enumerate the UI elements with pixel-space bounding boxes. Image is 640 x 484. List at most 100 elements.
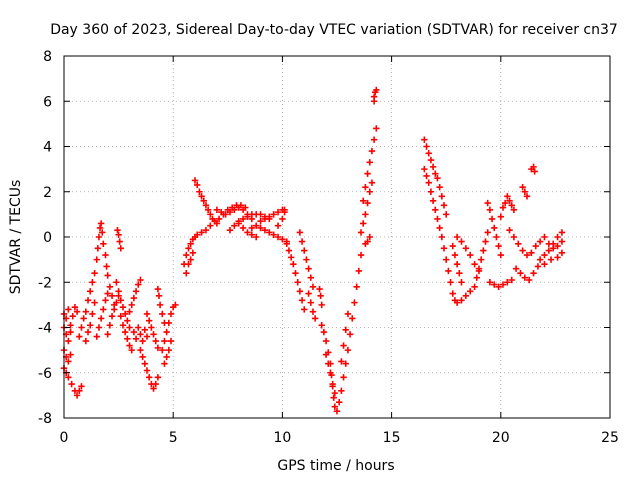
data-point bbox=[471, 283, 478, 290]
data-point bbox=[165, 319, 173, 327]
data-point bbox=[519, 184, 526, 191]
data-point bbox=[102, 251, 109, 259]
chart-title: Day 360 of 2023, Sidereal Day-to-day VTE… bbox=[50, 22, 618, 38]
data-point bbox=[65, 358, 72, 365]
data-point bbox=[340, 342, 347, 349]
data-point bbox=[73, 392, 81, 399]
data-point bbox=[257, 217, 264, 225]
data-point bbox=[531, 168, 538, 175]
data-point bbox=[235, 220, 242, 227]
data-point bbox=[248, 224, 256, 232]
data-point bbox=[194, 181, 201, 189]
data-point bbox=[362, 211, 369, 218]
data-point bbox=[87, 288, 94, 295]
data-point bbox=[215, 215, 223, 223]
x-tick-label: 15 bbox=[383, 430, 401, 446]
data-point bbox=[449, 242, 456, 250]
data-point bbox=[156, 301, 164, 309]
data-point bbox=[486, 279, 494, 286]
data-point bbox=[523, 251, 531, 259]
data-point bbox=[554, 242, 561, 250]
data-point bbox=[303, 256, 310, 263]
data-point bbox=[198, 229, 205, 236]
data-point bbox=[281, 206, 288, 214]
data-point bbox=[117, 312, 124, 320]
data-point bbox=[301, 306, 308, 313]
data-point bbox=[495, 283, 502, 290]
data-point bbox=[285, 247, 293, 254]
x-tick-label: 10 bbox=[273, 430, 291, 446]
data-point bbox=[471, 260, 478, 268]
y-tick-label: 4 bbox=[43, 140, 52, 156]
x-tick-label: 20 bbox=[492, 430, 510, 446]
data-point bbox=[104, 272, 111, 279]
data-point bbox=[270, 211, 277, 218]
data-point bbox=[504, 279, 511, 286]
data-point bbox=[187, 256, 194, 263]
data-point bbox=[95, 324, 103, 331]
data-point bbox=[96, 224, 104, 232]
data-point bbox=[200, 197, 207, 204]
data-point bbox=[305, 265, 312, 272]
data-point bbox=[484, 229, 491, 236]
data-point bbox=[97, 315, 105, 322]
data-point bbox=[143, 333, 151, 340]
data-point bbox=[294, 279, 301, 286]
data-point bbox=[440, 245, 448, 252]
data-point bbox=[183, 251, 190, 259]
data-point bbox=[305, 290, 312, 297]
y-tick-label: 8 bbox=[43, 49, 52, 65]
data-point bbox=[257, 211, 264, 218]
data-point bbox=[78, 383, 85, 390]
data-point bbox=[143, 310, 151, 318]
data-point bbox=[124, 335, 131, 343]
data-points bbox=[60, 86, 566, 415]
x-tick-label: 25 bbox=[601, 430, 619, 446]
data-point bbox=[521, 274, 529, 281]
data-point bbox=[329, 380, 336, 388]
data-point bbox=[429, 197, 437, 204]
data-point bbox=[458, 297, 465, 304]
data-point bbox=[270, 231, 277, 238]
data-point bbox=[488, 215, 496, 223]
data-point bbox=[130, 294, 138, 302]
data-point bbox=[91, 270, 98, 277]
data-point bbox=[137, 276, 144, 284]
data-point bbox=[353, 283, 360, 290]
data-point bbox=[106, 322, 114, 329]
data-point bbox=[76, 387, 83, 395]
data-point bbox=[235, 204, 242, 211]
x-tick-label: 0 bbox=[60, 430, 69, 446]
data-point bbox=[307, 299, 314, 306]
data-point bbox=[432, 170, 439, 177]
data-point bbox=[99, 229, 106, 236]
data-point bbox=[322, 337, 330, 345]
data-point bbox=[279, 236, 286, 243]
data-point bbox=[244, 213, 251, 220]
data-point bbox=[421, 136, 428, 143]
data-point bbox=[159, 310, 166, 318]
data-point bbox=[116, 238, 123, 245]
data-point bbox=[515, 240, 522, 247]
data-point bbox=[68, 380, 75, 388]
data-point bbox=[541, 260, 548, 268]
data-point bbox=[239, 215, 247, 223]
data-point bbox=[462, 292, 470, 300]
data-point bbox=[226, 208, 234, 216]
data-point bbox=[360, 197, 367, 204]
data-point bbox=[100, 240, 107, 247]
data-point bbox=[89, 279, 96, 286]
data-point bbox=[338, 358, 345, 365]
data-point bbox=[486, 206, 494, 214]
data-point bbox=[154, 374, 162, 381]
data-point bbox=[252, 233, 260, 241]
data-point bbox=[152, 380, 159, 388]
data-point bbox=[423, 143, 430, 150]
data-point bbox=[344, 310, 352, 318]
axis-ticks: 0 5 10 15 20 25 -8 -6 -4 -2 0 2 4 6 8 bbox=[38, 49, 619, 446]
data-point bbox=[482, 238, 489, 245]
data-point bbox=[117, 297, 124, 304]
data-point bbox=[462, 245, 470, 252]
data-point bbox=[541, 233, 548, 241]
data-point bbox=[453, 233, 461, 241]
